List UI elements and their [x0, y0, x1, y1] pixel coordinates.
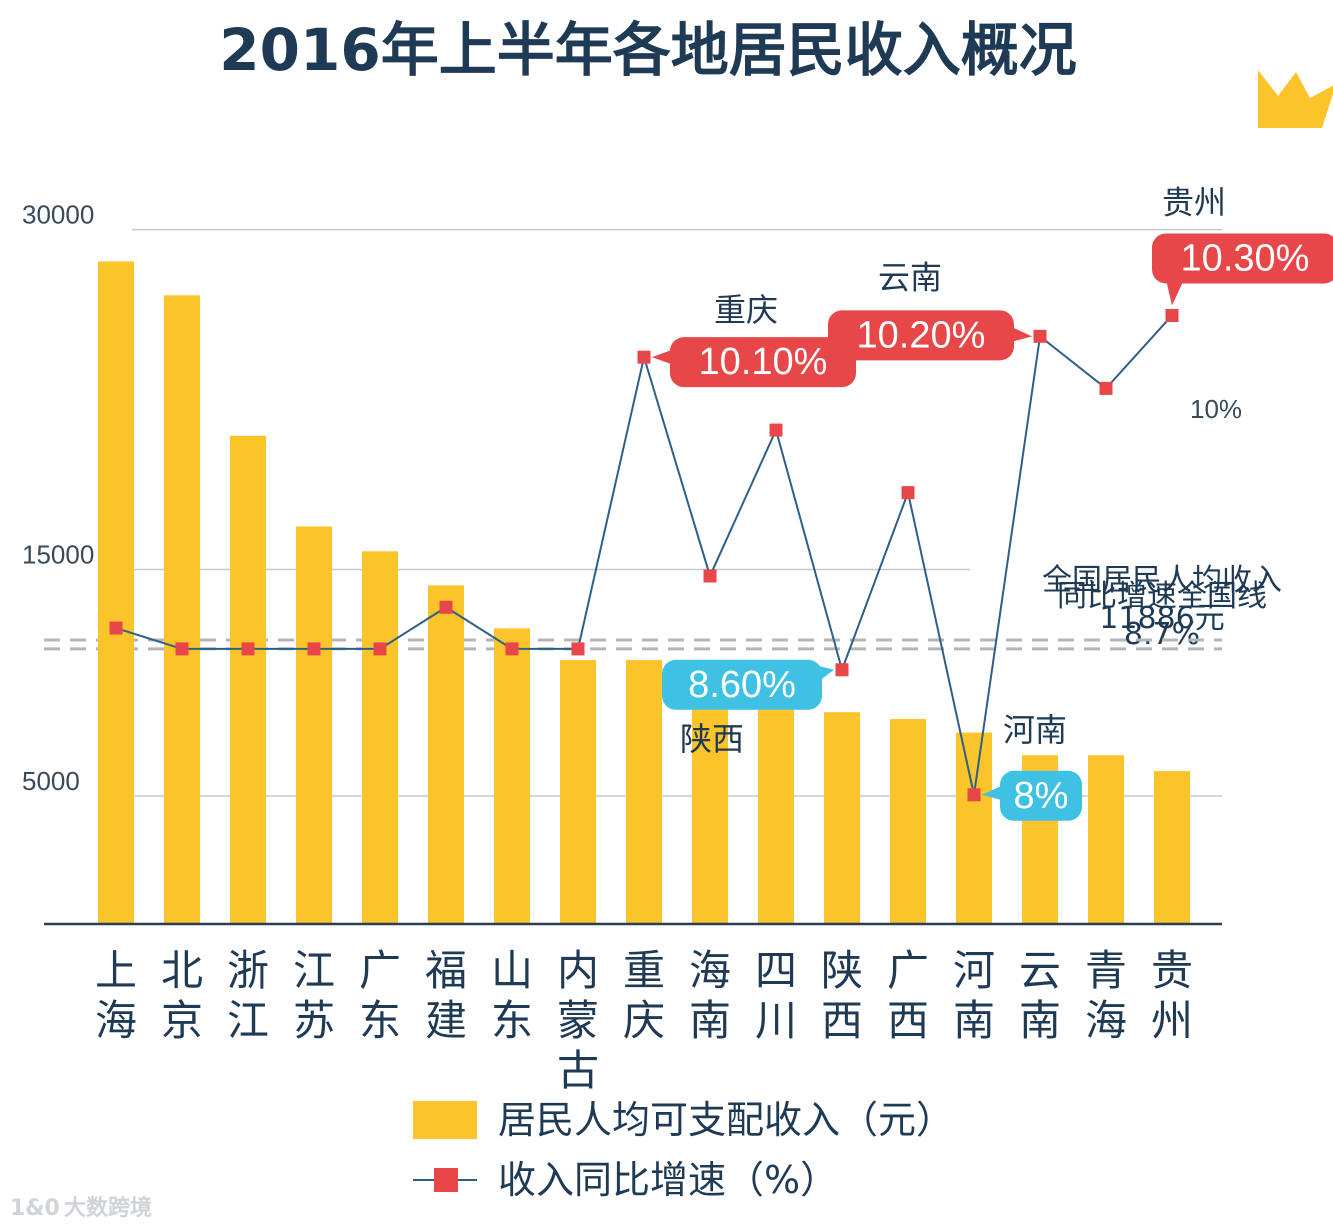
watermark-text: 大数跨境	[64, 1195, 152, 1221]
bar-series	[98, 261, 1190, 925]
callout-province: 陕西	[680, 720, 744, 758]
reference-value: 8.7%	[1124, 617, 1200, 652]
callout-province: 云南	[878, 258, 942, 296]
category-label: 广东	[359, 946, 401, 1045]
crown-icon	[1258, 70, 1333, 128]
callout-bubble	[662, 659, 822, 710]
callout-value: 10.20%	[857, 314, 986, 356]
growth-marker-陕西	[835, 663, 849, 677]
watermark-logo: 1&0	[10, 1196, 60, 1221]
growth-marker-四川	[769, 423, 783, 437]
bar-青海	[1088, 755, 1124, 924]
category-label: 江苏	[293, 946, 335, 1045]
category-label: 北京	[161, 946, 203, 1045]
reference-value: 11886元	[1099, 601, 1224, 636]
growth-marker-海南	[703, 569, 717, 583]
growth-marker-上海	[109, 621, 123, 635]
watermark: 1&0 大数跨境	[10, 1195, 152, 1221]
bar-江苏	[296, 526, 332, 924]
callout-province: 贵州	[1162, 183, 1226, 221]
chart-title: 2016年上半年各地居民收入概况	[219, 16, 1076, 84]
growth-marker-河南	[967, 788, 981, 802]
category-label: 浙江	[227, 946, 269, 1045]
bar-内蒙古	[560, 660, 596, 924]
callout-value: 10.10%	[699, 341, 828, 383]
y-right-tick-label: 10%	[1190, 394, 1242, 424]
y-tick-label: 5000	[22, 766, 80, 796]
growth-marker-青海	[1099, 381, 1113, 395]
bar-广西	[890, 718, 926, 924]
bar-陕西	[824, 712, 860, 924]
category-label: 云南	[1019, 946, 1061, 1045]
growth-marker-山东	[505, 642, 519, 656]
legend-line-label: 收入同比增速（%）	[498, 1158, 838, 1202]
callouts: 10.10% 重庆 10.20% 云南 10.30% 贵州 8.60% 陕西 8% 河南	[652, 70, 1333, 821]
growth-marker-江苏	[307, 642, 321, 656]
callout-pointer	[982, 784, 1004, 801]
growth-marker-云南	[1033, 329, 1047, 343]
callout-province: 河南	[1003, 711, 1067, 749]
category-label: 福建	[425, 946, 467, 1045]
callout-bubble	[1000, 770, 1082, 821]
category-label: 重庆	[623, 946, 665, 1045]
bar-北京	[164, 295, 200, 924]
callout-pointer	[1010, 326, 1032, 343]
category-label: 四川	[755, 946, 797, 1045]
category-label: 海南	[689, 946, 731, 1045]
callout-bubble	[828, 310, 1014, 361]
bar-海南	[692, 678, 728, 924]
bar-山东	[494, 628, 530, 924]
legend: 居民人均可支配收入（元） 收入同比增速（%）	[413, 1098, 954, 1202]
growth-marker-北京	[175, 642, 189, 656]
growth-line-series	[109, 308, 1179, 802]
bar-福建	[428, 585, 464, 924]
callout-value: 8%	[1014, 775, 1069, 817]
gridlines: 30000 15000 5000 10%	[22, 200, 1242, 797]
category-label: 山东	[491, 946, 533, 1045]
callout-bubble	[1152, 233, 1333, 284]
growth-marker-广西	[901, 486, 915, 500]
bar-河南	[956, 732, 992, 924]
callout-bubble	[670, 337, 856, 388]
bar-上海	[98, 261, 134, 925]
category-label: 贵州	[1151, 946, 1193, 1045]
growth-marker-内蒙古	[571, 642, 585, 656]
bar-四川	[758, 707, 794, 924]
callout-pointer	[652, 349, 674, 366]
category-label: 上海	[95, 946, 137, 1045]
category-label: 广西	[887, 946, 929, 1045]
bar-贵州	[1154, 771, 1190, 924]
category-label: 青海	[1085, 946, 1127, 1045]
category-label: 河南	[953, 946, 995, 1045]
reference-label: 全国居民人均收入	[1042, 563, 1282, 598]
growth-marker-贵州	[1165, 308, 1179, 322]
callout-province: 重庆	[714, 291, 778, 329]
growth-marker-浙江	[241, 642, 255, 656]
callout-value: 10.30%	[1181, 237, 1310, 279]
legend-bar-swatch	[413, 1101, 477, 1139]
growth-marker-广东	[373, 642, 387, 656]
callout-pointer	[1166, 279, 1184, 306]
category-label: 陕西	[821, 946, 863, 1045]
bar-重庆	[626, 660, 662, 924]
bar-广东	[362, 551, 398, 924]
growth-marker-福建	[439, 600, 453, 614]
legend-bar-label: 居民人均可支配收入（元）	[498, 1098, 954, 1142]
y-tick-label: 30000	[22, 200, 94, 230]
category-label: 内蒙古	[557, 946, 599, 1095]
reference-label: 同比增速全国线	[1057, 579, 1267, 614]
y-tick-label: 15000	[22, 539, 94, 569]
callout-value: 8.60%	[688, 664, 796, 706]
legend-line-marker	[434, 1168, 458, 1192]
growth-marker-重庆	[637, 350, 651, 364]
bar-浙江	[230, 435, 266, 924]
